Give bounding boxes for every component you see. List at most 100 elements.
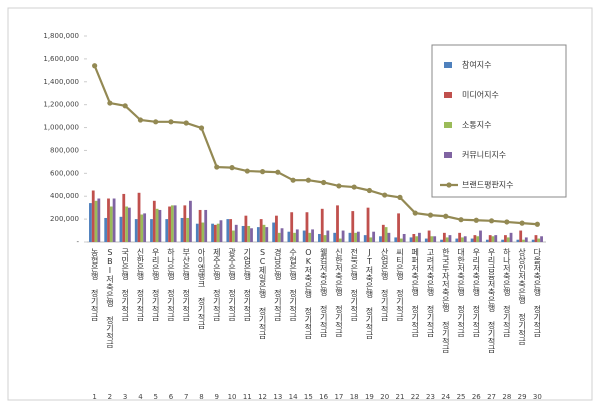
rank-label: 29 xyxy=(518,393,527,401)
x-tick-label: 부산은행 정기적금 xyxy=(181,248,190,321)
bar xyxy=(399,238,403,242)
bar xyxy=(381,224,385,242)
rank-label: 2 xyxy=(108,393,112,401)
rank-label: 16 xyxy=(319,393,328,401)
bar xyxy=(333,232,337,242)
bar xyxy=(134,219,138,242)
rank-label: 12 xyxy=(258,393,267,401)
bar xyxy=(397,213,400,242)
bar xyxy=(519,230,523,242)
bar xyxy=(155,208,159,242)
bar xyxy=(415,236,419,242)
legend-box xyxy=(431,44,567,198)
y-tick-label: 200,000 xyxy=(50,215,79,223)
rank-label: 4 xyxy=(138,393,143,401)
x-tick-label: 우리은행 정기적금 xyxy=(151,248,160,321)
x-tick-label: OK저축은행 정기적금 xyxy=(304,248,313,339)
bar xyxy=(424,238,428,242)
bar xyxy=(97,198,101,242)
rank-label: 14 xyxy=(289,393,298,401)
bar xyxy=(250,228,253,242)
bar xyxy=(232,230,235,242)
bar xyxy=(186,217,190,242)
bar xyxy=(305,212,309,242)
line-marker xyxy=(397,194,403,200)
bar xyxy=(320,208,324,242)
line-marker xyxy=(259,169,266,175)
bar xyxy=(402,233,406,242)
bar xyxy=(476,236,480,242)
line-marker xyxy=(458,217,464,223)
bar xyxy=(473,235,477,242)
bar xyxy=(409,237,413,242)
rank-label: 30 xyxy=(533,393,542,401)
bar xyxy=(247,225,251,242)
y-tick-label: 600,000 xyxy=(50,169,79,177)
line-marker xyxy=(198,125,205,131)
rank-label: 23 xyxy=(426,393,435,401)
rank-label: 3 xyxy=(123,393,127,401)
line-marker xyxy=(488,218,495,224)
bar xyxy=(522,239,525,242)
bar xyxy=(256,227,260,242)
x-tick-label: 기업은행 정기적금 xyxy=(243,248,252,321)
legend-label: 참여지수 xyxy=(462,60,491,70)
bar xyxy=(348,232,352,242)
bar xyxy=(430,236,434,242)
bar xyxy=(158,209,162,242)
bar xyxy=(183,205,187,242)
bar xyxy=(366,207,370,242)
line-marker xyxy=(229,165,235,171)
bar xyxy=(336,205,339,242)
x-tick-label: 신한저축은행 정기적금 xyxy=(334,248,343,337)
bar xyxy=(241,225,245,242)
bar xyxy=(275,215,278,242)
bar xyxy=(354,232,357,242)
line-marker xyxy=(153,119,159,125)
bar xyxy=(491,236,495,242)
line-marker xyxy=(519,220,525,226)
bar xyxy=(479,230,482,242)
x-tick-label: 상상인저축은행 정기적금 xyxy=(517,247,526,345)
legend-label: 커뮤니티지수 xyxy=(462,150,506,160)
line-marker xyxy=(534,221,540,227)
x-tick-label: 제주은행 정기적금 xyxy=(212,248,221,321)
bar xyxy=(540,236,543,242)
x-tick-label: 농협은행 정기적금 xyxy=(90,248,99,321)
x-tick-label: 페퍼저축은행 정기적금 xyxy=(411,247,420,337)
line-marker xyxy=(412,210,418,216)
x-tick-label: 대한저축은행 정기적금 xyxy=(456,248,465,337)
bar xyxy=(412,233,416,242)
line-marker xyxy=(504,219,510,225)
bar xyxy=(112,198,116,242)
line-marker xyxy=(443,213,449,219)
rank-label: 22 xyxy=(411,393,420,401)
bar xyxy=(280,228,284,242)
bar xyxy=(198,209,202,242)
rank-label: 26 xyxy=(472,393,481,401)
bar xyxy=(458,232,462,242)
y-tick-label: 1,400,000 xyxy=(43,78,79,86)
legend-swatch xyxy=(444,122,452,128)
y-tick-label: 1,800,000 xyxy=(43,32,79,40)
rank-label: 21 xyxy=(396,393,405,401)
bar xyxy=(226,219,230,242)
x-tick-label: 고려저축은행 정기적금 xyxy=(426,248,435,337)
bar xyxy=(418,232,421,242)
bar xyxy=(290,212,294,242)
rank-label: 1 xyxy=(92,393,96,401)
bar xyxy=(265,227,269,242)
line-marker xyxy=(107,100,113,106)
bar xyxy=(488,235,492,242)
bar xyxy=(461,237,464,242)
bar xyxy=(308,232,312,242)
rank-label: 13 xyxy=(273,393,282,401)
rank-label: 6 xyxy=(169,393,174,401)
bar xyxy=(318,233,321,242)
bar xyxy=(287,231,291,242)
bar xyxy=(89,203,92,242)
legend-swatch xyxy=(446,182,452,188)
bar xyxy=(534,235,538,242)
bar xyxy=(470,238,474,242)
bar xyxy=(485,239,489,242)
